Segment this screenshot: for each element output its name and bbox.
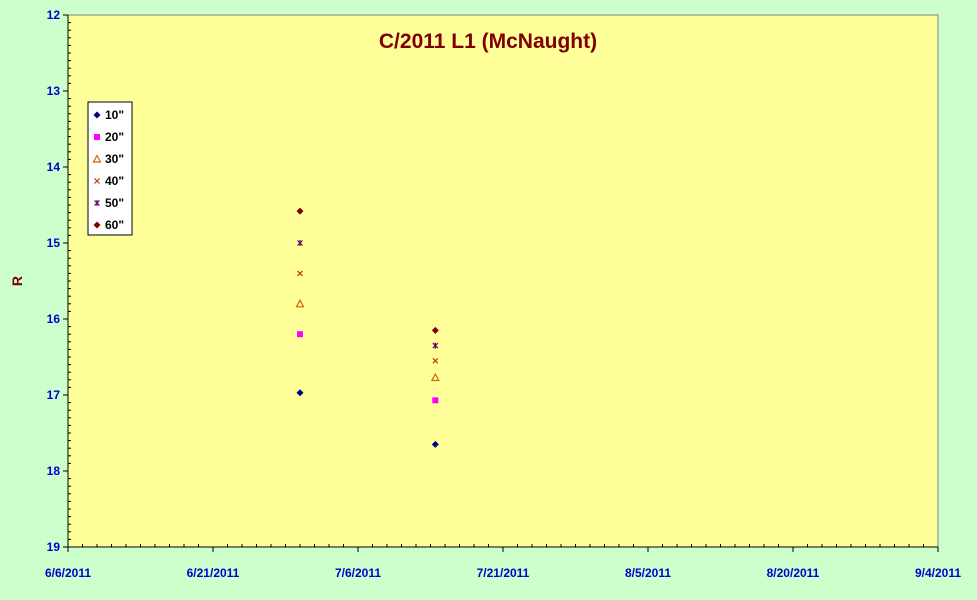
legend-marker-4 [94, 178, 100, 184]
y-tick-label: 12 [47, 8, 61, 22]
y-tick-label: 18 [47, 464, 61, 478]
y-tick-label: 17 [47, 388, 61, 402]
y-tick-label: 19 [47, 540, 61, 554]
y-tick-label: 15 [47, 236, 61, 250]
data-point-series-5 [297, 240, 303, 246]
data-point-series-1 [431, 440, 439, 448]
y-tick-label: 16 [47, 312, 61, 326]
legend: 10" 20" 30" 40" 50" 60" [87, 101, 133, 236]
legend-box [87, 101, 133, 236]
x-tick-label: 8/5/2011 [625, 566, 671, 580]
x-tick-label: 7/6/2011 [335, 566, 381, 580]
axes: 12 13 14 15 16 17 18 19 6/6/2011 6/21/2011 7/6/201… [45, 8, 961, 580]
data-point-series-6 [296, 207, 304, 215]
legend-marker-5 [94, 200, 100, 206]
x-tick-label: 6/6/2011 [45, 566, 91, 580]
data-point-series-1 [296, 389, 304, 397]
legend-label-4: 40" [105, 174, 124, 188]
x-tick-label: 9/4/2011 [915, 566, 961, 580]
y-tick-label: 13 [47, 84, 61, 98]
data-point-series-6 [431, 326, 439, 334]
plot-area [67, 14, 939, 548]
x-tick-label: 6/21/2011 [187, 566, 240, 580]
legend-label-5: 50" [105, 196, 124, 210]
data-point-series-5 [432, 342, 439, 349]
legend-marker-1 [93, 111, 101, 119]
y-axis-label: R [9, 276, 25, 286]
data-point-series-2 [297, 331, 303, 338]
data-points [295, 207, 440, 448]
data-point-series-3 [295, 299, 305, 308]
legend-marker-3 [92, 154, 102, 163]
data-point-series-4 [432, 357, 439, 364]
legend-marker-6 [93, 221, 101, 229]
x-tick-label: 7/21/2011 [477, 566, 530, 580]
legend-label-3: 30" [105, 152, 124, 166]
legend-label-1: 10" [105, 108, 124, 122]
chart-title: C/2011 L1 (McNaught) [379, 30, 597, 53]
legend-label-6: 60" [105, 218, 124, 232]
legend-label-2: 20" [105, 130, 124, 144]
data-point-series-4 [297, 270, 303, 277]
x-tick-label: 8/20/2011 [767, 566, 820, 580]
y-tick-label: 14 [47, 160, 61, 174]
legend-marker-2 [94, 134, 100, 140]
data-point-series-3 [430, 372, 440, 382]
data-point-series-2 [432, 397, 439, 404]
